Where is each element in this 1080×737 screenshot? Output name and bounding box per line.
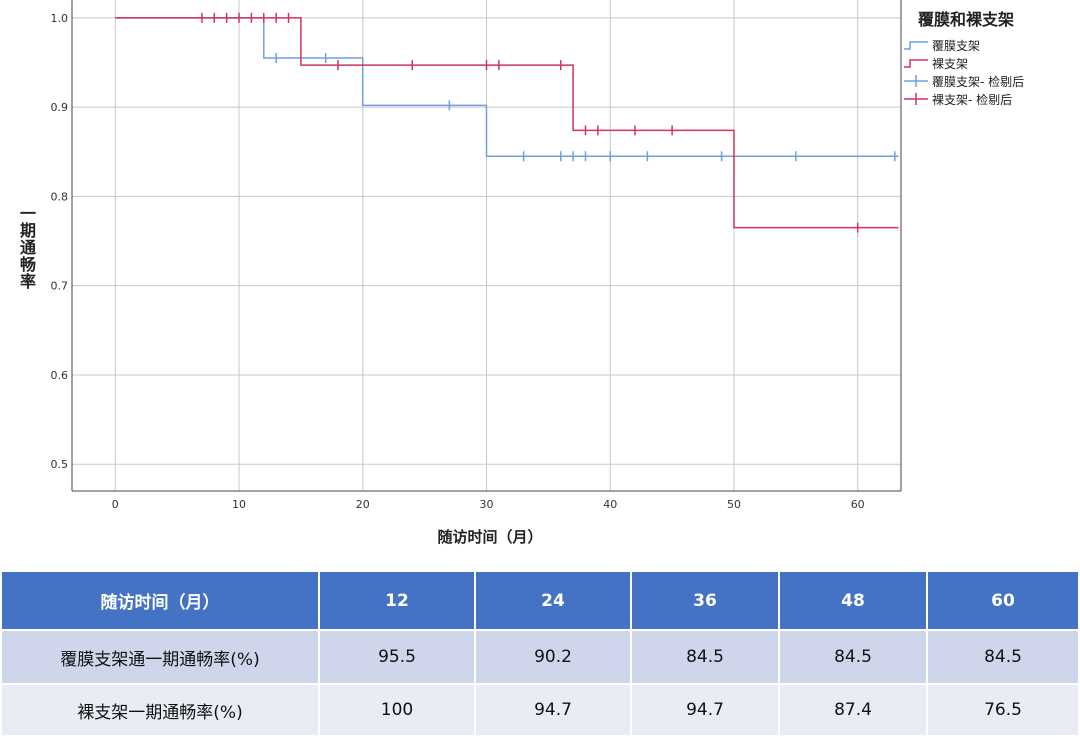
y-tick-label: 0.7 (51, 280, 69, 293)
table-cell: 84.5 (778, 629, 928, 685)
table-cell: 94.7 (474, 683, 632, 737)
x-tick-label: 20 (356, 498, 370, 511)
y-tick-label: 1.0 (51, 12, 69, 25)
chart-legend: 覆膜和裸支架 覆膜支架 裸支架 覆膜支架- 检剔后 裸支架- 检剔后 (900, 6, 1078, 108)
table-cell: 覆膜支架通一期通畅率(%) (0, 629, 320, 685)
y-tick-label: 0.5 (51, 458, 69, 471)
table-cell: 裸支架一期通畅率(%) (0, 683, 320, 737)
y-axis-title: 一期通畅率 (19, 204, 36, 291)
legend-item-covered-stent: 覆膜支架 (900, 36, 1078, 54)
table-cell: 84.5 (926, 629, 1080, 685)
x-tick-label: 50 (727, 498, 741, 511)
series-line-covered-stent (115, 17, 899, 157)
legend-step-line-red-icon (904, 59, 928, 68)
km-survival-chart: 0 10 20 30 40 50 60 0.5 0.6 0.7 0.8 0.9 1.0 (51, 0, 902, 511)
table-header-cell: 48 (778, 570, 928, 631)
x-axis-title: 随访时间（月） (437, 528, 543, 546)
table-header-cell: 60 (926, 570, 1080, 631)
table-cell: 84.5 (630, 629, 780, 685)
x-tick-label: 40 (603, 498, 617, 511)
table-header-cell: 36 (630, 570, 780, 631)
x-tick-label: 10 (232, 498, 246, 511)
table-cell: 100 (318, 683, 476, 737)
table-row: 裸支架一期通畅率(%) 100 94.7 94.7 87.4 76.5 (0, 683, 1080, 737)
y-tick-label: 0.9 (51, 101, 69, 114)
x-tick-label: 60 (851, 498, 865, 511)
legend-censor-blue-icon (904, 75, 928, 87)
patency-table: 随访时间（月） 12 24 36 48 60 覆膜支架通一期通畅率(%) 95.… (0, 570, 1080, 737)
table-cell: 76.5 (926, 683, 1080, 737)
table-header-cell: 24 (474, 570, 632, 631)
table-cell: 95.5 (318, 629, 476, 685)
legend-item-covered-censored: 覆膜支架- 检剔后 (900, 72, 1078, 90)
legend-censor-red-icon (904, 93, 928, 105)
legend-label: 覆膜支架 (932, 38, 981, 53)
legend-item-bare-stent: 裸支架 (900, 54, 1078, 72)
y-tick-label: 0.8 (51, 190, 69, 203)
legend-label: 裸支架- 检剔后 (932, 92, 1013, 107)
table-cell: 94.7 (630, 683, 780, 737)
legend-step-line-blue-icon (904, 41, 928, 50)
table-header-row: 随访时间（月） 12 24 36 48 60 (0, 570, 1080, 631)
x-tick-label: 0 (112, 498, 119, 511)
y-tick-label: 0.6 (51, 369, 69, 382)
legend-label: 覆膜支架- 检剔后 (932, 74, 1025, 89)
table-cell: 90.2 (474, 629, 632, 685)
legend-item-bare-censored: 裸支架- 检剔后 (900, 90, 1078, 108)
legend-label: 裸支架 (932, 56, 969, 71)
table-row: 覆膜支架通一期通畅率(%) 95.5 90.2 84.5 84.5 84.5 (0, 629, 1080, 685)
x-tick-label: 30 (480, 498, 494, 511)
table-header-cell: 随访时间（月） (0, 570, 320, 631)
table-cell: 87.4 (778, 683, 928, 737)
legend-title: 覆膜和裸支架 (918, 10, 1015, 29)
table-header-cell: 12 (318, 570, 476, 631)
series-line-bare-stent (115, 17, 899, 229)
